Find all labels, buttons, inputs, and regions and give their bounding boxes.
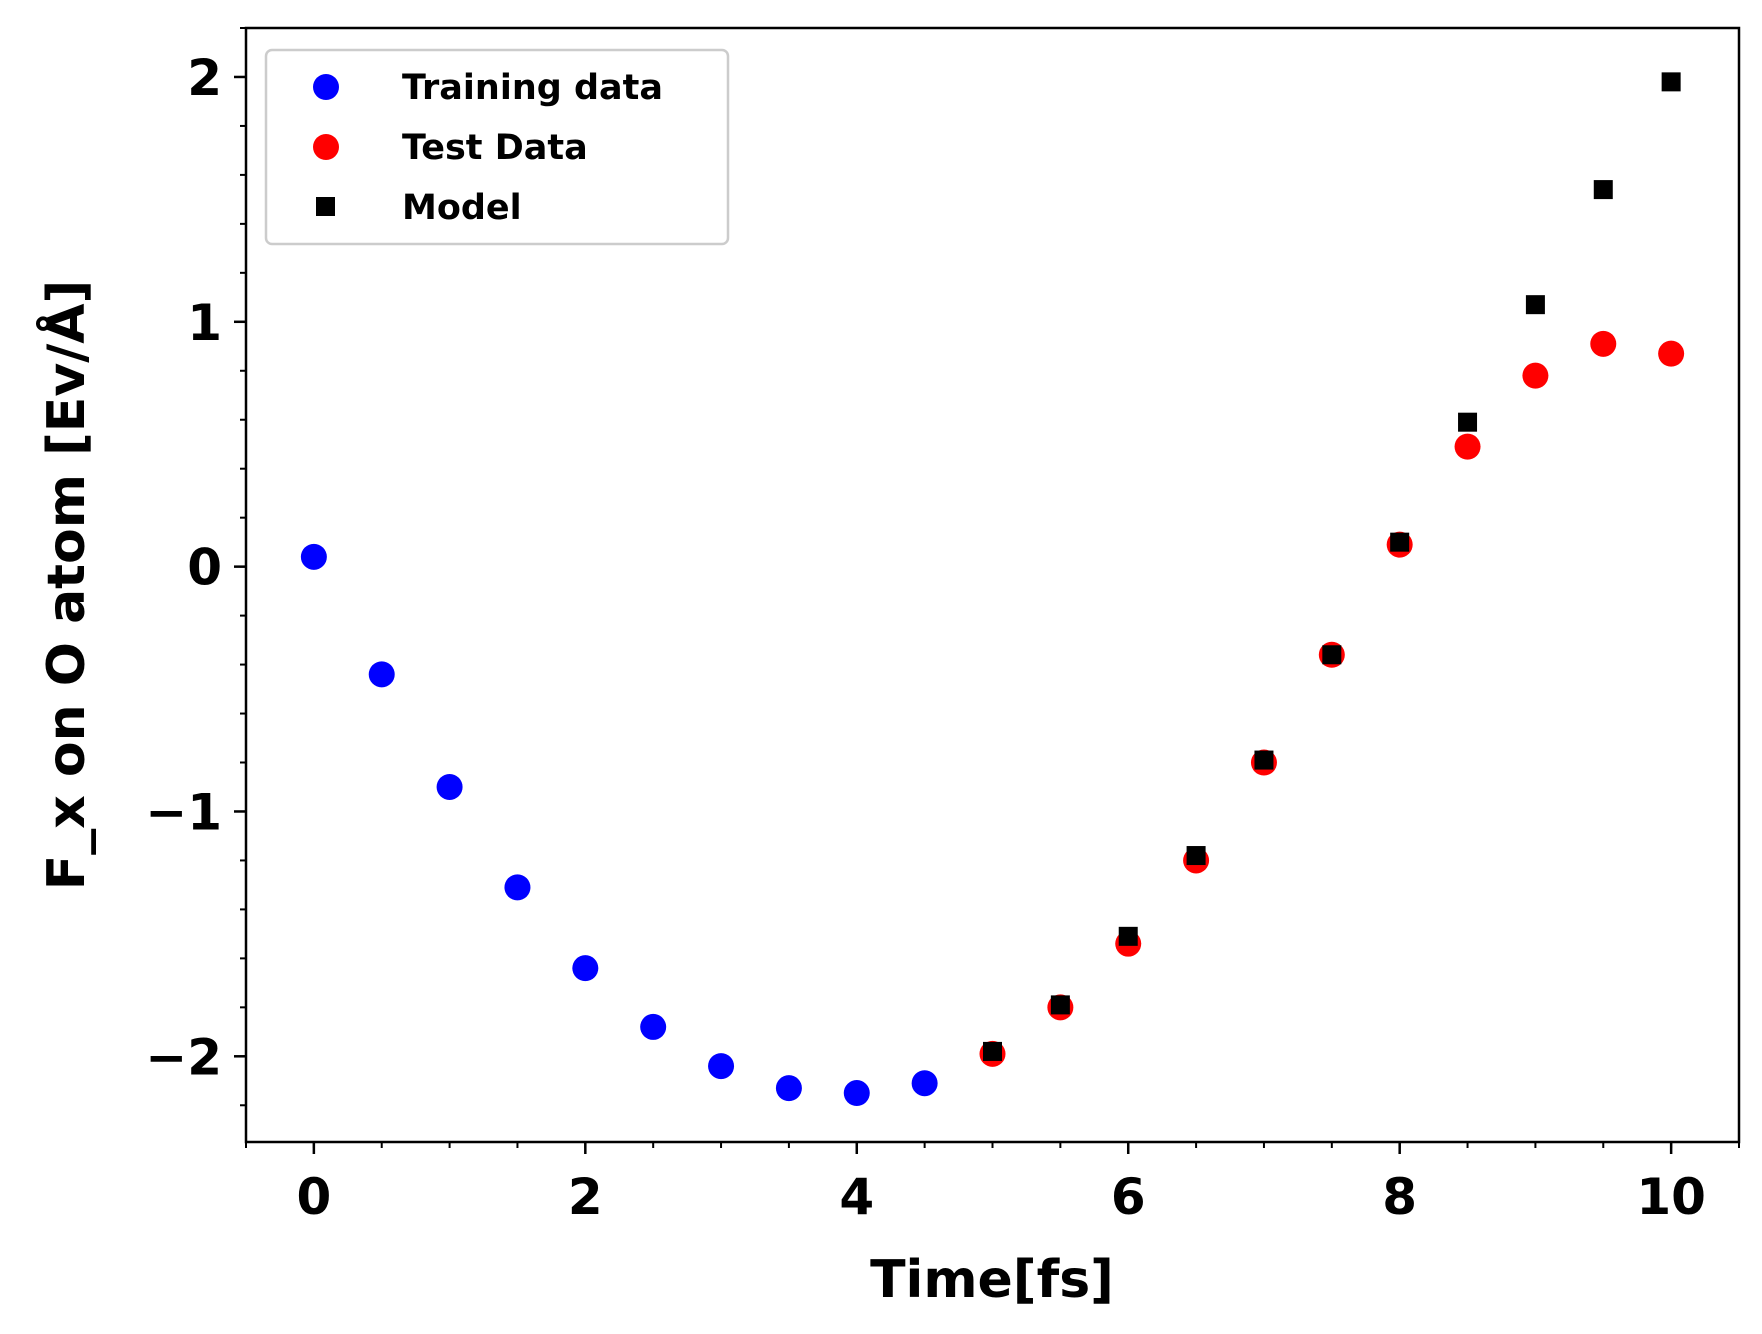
point-model xyxy=(983,1041,1002,1061)
point-training-data xyxy=(504,874,531,901)
tick-labels: 0 2 4 6 8 10 −2 −1 0 1 2 xyxy=(145,49,1706,1226)
legend-label-test: Test Data xyxy=(402,128,588,168)
point-model xyxy=(1254,750,1274,770)
data-points xyxy=(300,72,1685,1107)
legend-label-model: Model xyxy=(402,188,522,228)
point-test-data xyxy=(1658,340,1685,367)
x-tick-label: 4 xyxy=(839,1168,874,1226)
x-tick-label: 8 xyxy=(1382,1168,1417,1226)
legend-marker-training xyxy=(313,74,339,100)
point-training-data xyxy=(708,1053,735,1080)
legend-marker-model xyxy=(316,197,335,216)
x-axis-label: Time[fs] xyxy=(870,1250,1114,1310)
legend-label-training: Training data xyxy=(402,68,663,108)
legend-marker-test xyxy=(313,134,339,160)
point-model xyxy=(1525,295,1545,315)
point-test-data xyxy=(1522,362,1549,389)
x-tick-label: 0 xyxy=(296,1168,331,1226)
legend-box xyxy=(264,48,730,246)
point-training-data xyxy=(775,1075,802,1102)
point-test-data xyxy=(1454,433,1481,460)
x-tick-label: 2 xyxy=(568,1168,603,1226)
point-model xyxy=(1050,995,1070,1015)
point-model xyxy=(1186,846,1206,866)
point-model xyxy=(1322,645,1342,665)
point-model xyxy=(1458,412,1478,432)
y-axis-label: F_x on O atom [Ev/Å] xyxy=(36,280,97,890)
y-tick-label: −2 xyxy=(145,1028,222,1086)
y-tick-label: 0 xyxy=(187,539,222,597)
y-tick-label: 2 xyxy=(187,49,222,107)
point-model xyxy=(1593,180,1613,200)
x-tick-label: 10 xyxy=(1636,1168,1706,1226)
point-training-data xyxy=(300,543,327,570)
point-training-data xyxy=(843,1080,870,1107)
major-ticks xyxy=(234,75,1673,1154)
point-model xyxy=(1118,926,1138,946)
plot-frame xyxy=(244,26,1741,1144)
point-training-data xyxy=(368,661,395,688)
point-training-data xyxy=(911,1070,938,1097)
point-training-data xyxy=(436,773,463,800)
point-test-data xyxy=(1590,330,1617,357)
point-model xyxy=(1661,72,1681,92)
point-training-data xyxy=(640,1013,667,1040)
y-tick-label: −1 xyxy=(145,783,222,841)
point-model xyxy=(1390,532,1410,552)
x-tick-label: 6 xyxy=(1111,1168,1146,1226)
point-training-data xyxy=(572,955,599,982)
legend: Training data Test Data Model xyxy=(264,48,730,246)
y-tick-label: 1 xyxy=(187,294,222,352)
